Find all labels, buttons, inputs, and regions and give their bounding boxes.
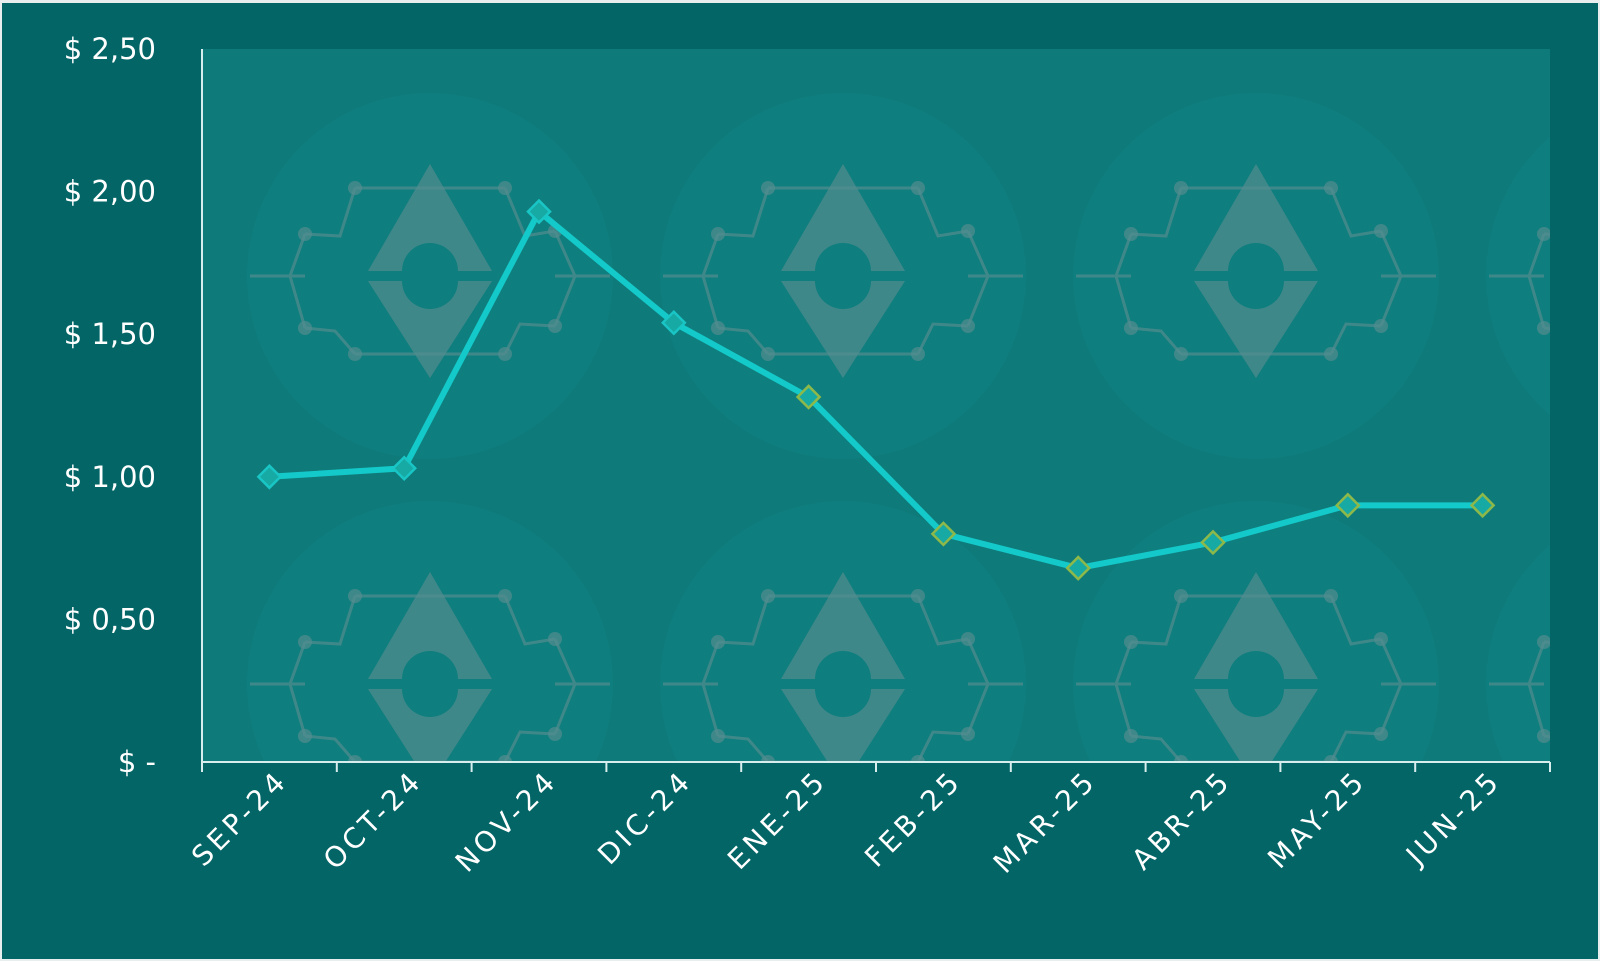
data-point-marker (795, 384, 822, 410)
x-tick-label: DIC-24 (591, 764, 699, 872)
x-tick-label: SEP-24 (185, 764, 294, 873)
data-point-marker (526, 198, 552, 225)
data-point-marker (391, 455, 417, 482)
y-tick-label: $ 2,50 (64, 32, 156, 66)
y-axis-labels: $ - $ 0,50 $ 1,00 $ 1,50 $ 2,00 $ 2,50 (64, 32, 156, 779)
x-tick-label: JUN-25 (1398, 764, 1507, 873)
y-tick-label: $ 1,50 (64, 317, 156, 351)
x-tick-label: MAR-25 (987, 764, 1103, 880)
data-point-marker (1469, 492, 1496, 519)
x-tick-label: MAY-25 (1261, 764, 1372, 875)
data-point-marker (1335, 492, 1361, 519)
data-point-marker (1065, 555, 1091, 581)
x-axis-labels: SEP-24 OCT-24 NOV-24 DIC-24 ENE-25 FEB-25 MAR-… (185, 764, 1507, 880)
data-point-marker (930, 521, 957, 547)
data-point-marker (1200, 529, 1226, 556)
x-tick-label: ABR-25 (1125, 764, 1238, 877)
x-tick-label: NOV-24 (449, 764, 564, 879)
axes (201, 49, 1551, 772)
y-tick-label: $ 0,50 (64, 602, 156, 636)
x-tick-label: FEB-25 (858, 764, 968, 874)
series-layer (256, 198, 1496, 581)
y-tick-label: $ 1,00 (64, 460, 156, 494)
data-point-marker (256, 464, 283, 490)
data-point-marker (661, 310, 687, 336)
series-line (266, 208, 1486, 572)
y-tick-label: $ 2,00 (64, 175, 156, 209)
y-tick-label: $ - (118, 745, 156, 779)
x-tick-label: ENE-25 (721, 764, 833, 876)
x-tick-label: OCT-24 (317, 764, 429, 876)
